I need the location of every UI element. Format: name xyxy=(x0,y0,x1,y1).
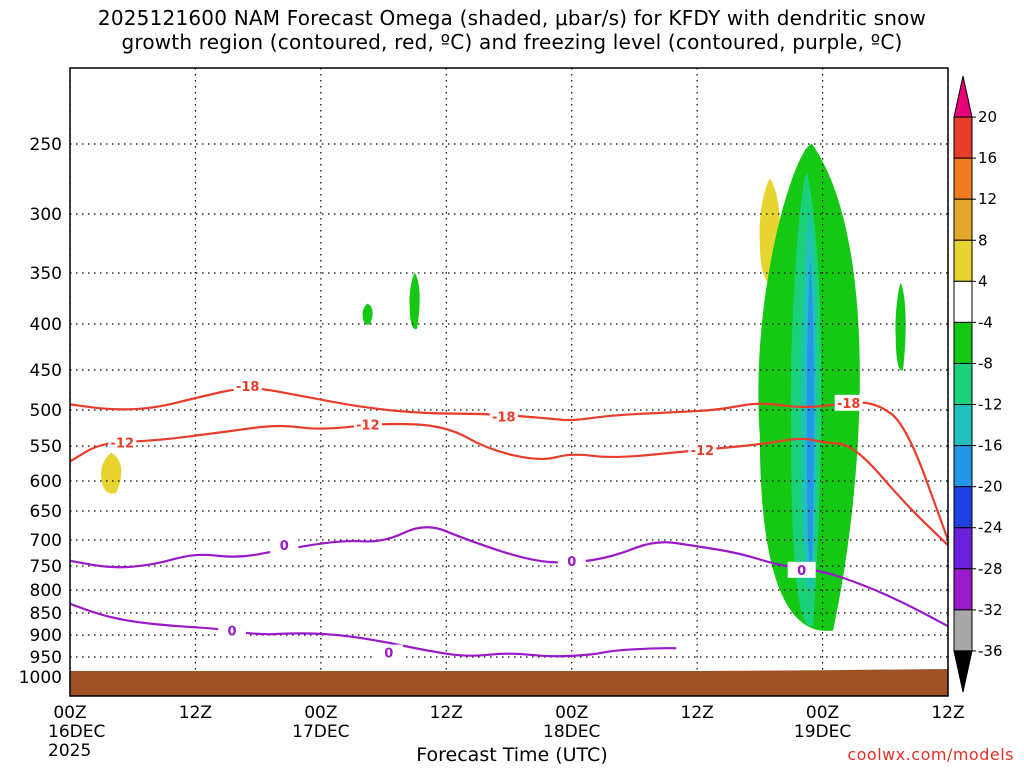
colorbar-swatch-8 xyxy=(953,404,973,447)
colorbar-swatch-1 xyxy=(953,116,973,159)
x-tick-year-0: 2025 xyxy=(48,741,91,761)
contour-label-zero-d-bg xyxy=(218,622,247,639)
colorbar-top-arrow xyxy=(953,75,973,118)
title-line-1: 2025121600 NAM Forecast Omega (shaded, μ… xyxy=(97,6,927,30)
colorbar-label-7: -12 xyxy=(978,396,1003,414)
contour-label-minus18-c-bg xyxy=(834,394,863,411)
omega-region-1 xyxy=(409,273,420,330)
colorbar-label-11: -28 xyxy=(978,560,1003,578)
omega-region-8 xyxy=(895,283,906,371)
colorbar-label-8: -16 xyxy=(978,437,1003,455)
colorbar-label-5: -4 xyxy=(978,313,993,331)
y-tick-label-450: 450 xyxy=(30,361,62,381)
colorbar-label-13: -36 xyxy=(978,642,1003,660)
colorbar-label-0: 20 xyxy=(978,108,997,126)
colorbar-swatch-2 xyxy=(953,157,973,200)
colorbar-swatch-5 xyxy=(953,280,973,323)
colorbar-label-12: -32 xyxy=(978,601,1003,619)
contour-label-zero-b: 0 xyxy=(567,555,576,570)
x-tick-label-0: 00Z xyxy=(53,703,86,723)
y-tick-label-700: 700 xyxy=(30,531,62,551)
contour-label-minus18-b-bg xyxy=(489,408,518,425)
contour-label-minus12-b: -12 xyxy=(356,418,380,433)
contour-label-minus18-c: -18 xyxy=(837,397,861,412)
x-tick-label-1: 12Z xyxy=(179,703,212,723)
y-tick-label-500: 500 xyxy=(30,401,62,421)
contour-label-zero-e: 0 xyxy=(384,647,393,662)
contour-label-minus18-a: -18 xyxy=(236,380,260,395)
credit-text: coolwx.com/models xyxy=(847,745,1014,764)
y-tick-label-400: 400 xyxy=(30,315,62,335)
x-tick-label-3: 12Z xyxy=(430,703,463,723)
contour-label-minus12-a-bg xyxy=(108,434,137,451)
x-tick-label-2: 00Z xyxy=(304,703,337,723)
y-tick-label-600: 600 xyxy=(30,472,62,492)
x-tick-label-5: 12Z xyxy=(681,703,714,723)
contour-label-minus12-c-bg xyxy=(688,442,717,459)
y-tick-label-550: 550 xyxy=(30,437,62,457)
y-tick-label-950: 950 xyxy=(30,648,62,668)
surface-terrain xyxy=(70,669,948,696)
contour-label-zero-b-bg xyxy=(557,552,586,569)
x-tick-date-0: 16DEC xyxy=(48,722,105,742)
x-tick-date-6: 19DEC xyxy=(794,722,851,742)
contour-label-zero-c-bg xyxy=(787,561,816,578)
chart-title: 2025121600 NAM Forecast Omega (shaded, μ… xyxy=(0,6,1024,54)
colorbar-label-4: 4 xyxy=(978,272,988,290)
colorbar-swatch-11 xyxy=(953,527,973,570)
x-axis-label: Forecast Time (UTC) xyxy=(416,744,608,766)
freezing-level-lower-contour xyxy=(69,602,677,658)
colorbar-label-6: -8 xyxy=(978,354,993,372)
colorbar-swatch-13 xyxy=(953,609,973,652)
y-tick-label-350: 350 xyxy=(30,264,62,284)
x-tick-label-4: 00Z xyxy=(555,703,588,723)
x-tick-date-2: 17DEC xyxy=(292,722,349,742)
contour-label-minus18-a-bg xyxy=(233,378,262,394)
colorbar-label-1: 16 xyxy=(978,149,997,167)
y-tick-label-750: 750 xyxy=(30,557,62,577)
y-tick-label-1000: 1000 xyxy=(19,668,62,688)
colorbar-swatch-12 xyxy=(953,568,973,611)
contour-label-minus12-b-bg xyxy=(353,416,382,433)
contour-label-zero-c: 0 xyxy=(797,564,806,579)
x-tick-date-4: 18DEC xyxy=(543,722,600,742)
omega-region-0 xyxy=(362,303,373,325)
colorbar-swatch-3 xyxy=(953,198,973,241)
x-tick-label-6: 00Z xyxy=(806,703,839,723)
contour-label-zero-a: 0 xyxy=(280,539,289,554)
colorbar-swatch-9 xyxy=(953,445,973,488)
contour-label-zero-e-bg xyxy=(374,644,403,661)
omega-region-3 xyxy=(101,453,122,494)
dgz-minus12-contour xyxy=(69,422,949,546)
plot-frame xyxy=(69,67,949,697)
colorbar-label-9: -20 xyxy=(978,478,1003,496)
contour-label-zero-a-bg xyxy=(270,537,299,554)
contour-label-minus12-a: -12 xyxy=(111,436,135,451)
contour-label-minus12-c: -12 xyxy=(691,444,715,459)
contour-label-zero-d: 0 xyxy=(227,625,236,640)
y-tick-label-650: 650 xyxy=(30,502,62,522)
colorbar-swatch-10 xyxy=(953,486,973,529)
y-tick-label-300: 300 xyxy=(30,205,62,225)
colorbar-swatch-4 xyxy=(953,239,973,282)
y-tick-label-900: 900 xyxy=(30,626,62,646)
colorbar-label-2: 12 xyxy=(978,190,997,208)
contour-label-minus18-b: -18 xyxy=(492,410,516,425)
y-tick-label-850: 850 xyxy=(30,604,62,624)
y-tick-label-800: 800 xyxy=(30,581,62,601)
colorbar-swatch-6 xyxy=(953,321,973,364)
colorbar-bottom-arrow xyxy=(953,650,973,693)
omega-region-7 xyxy=(806,261,814,572)
colorbar-label-10: -24 xyxy=(978,519,1003,537)
dgz-minus18-contour xyxy=(69,387,950,541)
x-tick-label-7: 12Z xyxy=(931,703,964,723)
y-tick-label-250: 250 xyxy=(30,135,62,155)
colorbar-label-3: 8 xyxy=(978,231,988,249)
colorbar-swatch-7 xyxy=(953,362,973,406)
title-line-2: growth region (contoured, red, ºC) and f… xyxy=(121,30,903,54)
